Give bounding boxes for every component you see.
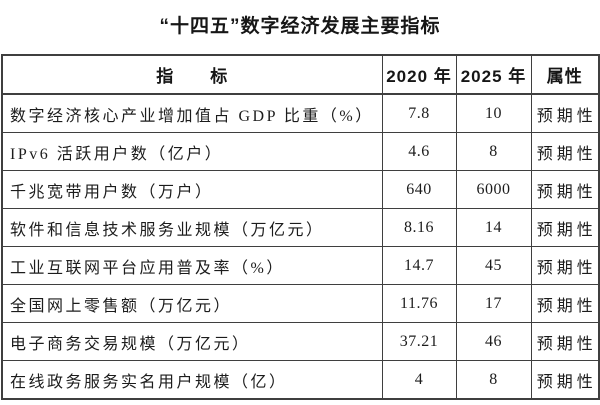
value-2020-cell: 14.7 xyxy=(381,246,457,285)
indicator-cell: 全国网上零售额（万亿元） xyxy=(1,284,383,323)
value-2020-cell: 640 xyxy=(381,170,457,209)
table-row: 千兆宽带用户数（万户） 640 6000 预期性 xyxy=(1,170,600,209)
attribute-cell: 预期性 xyxy=(530,170,600,209)
attribute-cell: 预期性 xyxy=(530,322,600,361)
value-2020-cell: 11.76 xyxy=(381,284,457,323)
value-2020-cell: 4.6 xyxy=(381,132,457,171)
header-year-2025: 2025 年 xyxy=(455,54,532,95)
indicator-cell: 电子商务交易规模（万亿元） xyxy=(1,322,383,361)
table-body: 数字经济核心产业增加值占 GDP 比重（%） 7.8 10 预期性 IPv6 活跃用户数… xyxy=(1,93,600,400)
attribute-cell: 预期性 xyxy=(530,360,600,400)
indicator-cell: 千兆宽带用户数（万户） xyxy=(1,170,383,209)
header-indicator: 指 标 xyxy=(1,54,383,95)
value-2020-cell: 7.8 xyxy=(381,93,457,133)
indicator-cell: IPv6 活跃用户数（亿户） xyxy=(1,132,383,171)
header-row: 指 标 2020 年 2025 年 属性 xyxy=(1,54,600,95)
indicator-cell: 工业互联网平台应用普及率（%） xyxy=(1,246,383,285)
table-row: 软件和信息技术服务业规模（万亿元） 8.16 14 预期性 xyxy=(1,208,600,247)
header-year-2020: 2020 年 xyxy=(381,54,457,95)
header-attribute: 属性 xyxy=(530,54,600,95)
indicator-cell: 软件和信息技术服务业规模（万亿元） xyxy=(1,208,383,247)
table-row: IPv6 活跃用户数（亿户） 4.6 8 预期性 xyxy=(1,132,600,171)
attribute-cell: 预期性 xyxy=(530,132,600,171)
attribute-cell: 预期性 xyxy=(530,246,600,285)
value-2025-cell: 46 xyxy=(455,322,532,361)
attribute-cell: 预期性 xyxy=(530,208,600,247)
value-2025-cell: 8 xyxy=(455,360,532,400)
value-2025-cell: 14 xyxy=(455,208,532,247)
value-2020-cell: 4 xyxy=(381,360,457,400)
indicator-cell: 数字经济核心产业增加值占 GDP 比重（%） xyxy=(1,93,383,133)
value-2025-cell: 10 xyxy=(455,93,532,133)
value-2020-cell: 8.16 xyxy=(381,208,457,247)
indicator-cell: 在线政务服务实名用户规模（亿） xyxy=(1,360,383,400)
table-row: 工业互联网平台应用普及率（%） 14.7 45 预期性 xyxy=(1,246,600,285)
value-2025-cell: 6000 xyxy=(455,170,532,209)
page-title: “十四五”数字经济发展主要指标 xyxy=(159,16,441,37)
value-2020-cell: 37.21 xyxy=(381,322,457,361)
indicators-table: 指 标 2020 年 2025 年 属性 数字经济核心产业增加值占 GDP 比重… xyxy=(1,54,600,400)
attribute-cell: 预期性 xyxy=(530,93,600,133)
value-2025-cell: 8 xyxy=(455,132,532,171)
table-row: 数字经济核心产业增加值占 GDP 比重（%） 7.8 10 预期性 xyxy=(1,93,600,133)
table-row: 电子商务交易规模（万亿元） 37.21 46 预期性 xyxy=(1,322,600,361)
table-row: 在线政务服务实名用户规模（亿） 4 8 预期性 xyxy=(1,360,600,400)
value-2025-cell: 45 xyxy=(455,246,532,285)
value-2025-cell: 17 xyxy=(455,284,532,323)
attribute-cell: 预期性 xyxy=(530,284,600,323)
table-row: 全国网上零售额（万亿元） 11.76 17 预期性 xyxy=(1,284,600,323)
